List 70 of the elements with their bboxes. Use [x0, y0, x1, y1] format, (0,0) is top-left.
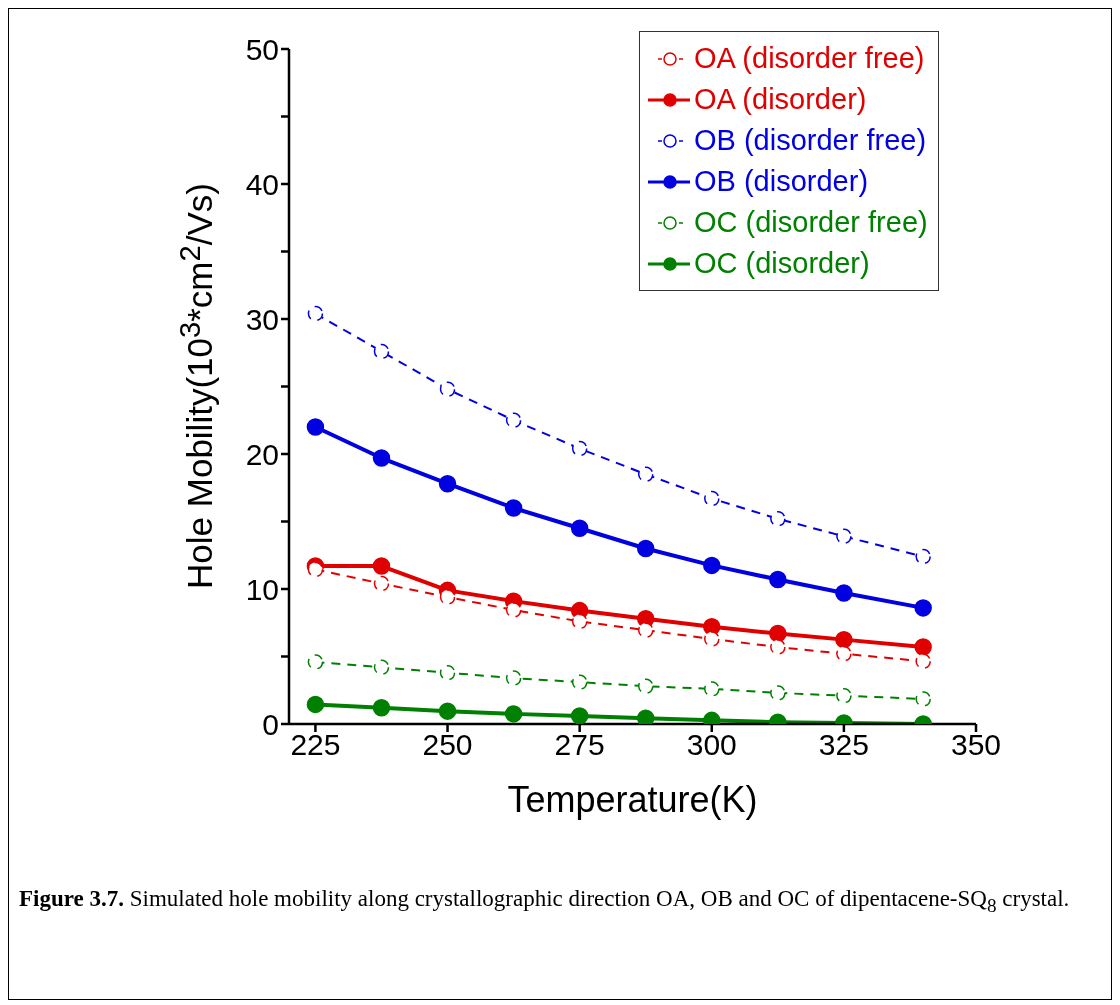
x-tick-label: 325 [818, 728, 869, 762]
legend-label: OA (disorder) [694, 82, 867, 117]
point [373, 575, 390, 592]
x-tick-label: 225 [290, 728, 341, 762]
point [704, 681, 720, 697]
point [915, 548, 931, 565]
point [835, 630, 853, 649]
y-tick-label: 40 [245, 167, 279, 201]
point [914, 599, 932, 617]
point [373, 659, 390, 676]
point [836, 646, 852, 662]
point [439, 381, 456, 397]
legend-label: OC (disorder free) [694, 205, 928, 240]
point [438, 702, 457, 720]
point [704, 631, 720, 647]
point [373, 343, 390, 360]
y-tick-label: 0 [262, 707, 279, 741]
point [769, 624, 787, 643]
point [636, 539, 655, 558]
point [769, 570, 787, 589]
legend-label: OB (disorder free) [694, 123, 927, 158]
point [636, 709, 655, 724]
y-tick-label: 10 [245, 572, 279, 606]
point [835, 584, 853, 602]
legend-label: OB (disorder) [694, 164, 869, 199]
point [306, 418, 325, 436]
point [770, 639, 786, 655]
point [770, 511, 786, 527]
point [505, 670, 522, 686]
point [637, 622, 654, 638]
y-tick-label: 20 [245, 437, 279, 471]
point [307, 654, 324, 670]
y-tick-label: 50 [245, 32, 279, 66]
point [637, 466, 654, 482]
point [770, 685, 786, 701]
point [915, 691, 931, 707]
x-tick-label: 275 [554, 728, 605, 762]
point [306, 695, 325, 714]
point [914, 638, 932, 656]
point [571, 613, 588, 630]
legend-label: OA (disorder free) [694, 41, 925, 76]
point [372, 557, 391, 575]
point [307, 305, 324, 322]
legend-label: OC (disorder) [694, 246, 870, 281]
point [570, 519, 589, 537]
point [439, 589, 456, 605]
point [637, 678, 654, 694]
point [504, 499, 523, 517]
point [703, 556, 721, 575]
y-tick-label: 30 [245, 302, 279, 336]
point [836, 687, 852, 704]
point [505, 412, 522, 428]
text: Simulated hole mobility along crystallographic direction OA, OB and OC of dipentacene-SQ$_{8}$ crystal. [129, 886, 1070, 916]
point [704, 490, 720, 507]
point [372, 449, 391, 467]
x-tick-label: 250 [422, 728, 473, 762]
point [571, 674, 588, 690]
x-tick-label: 350 [950, 728, 1002, 762]
caption: Figure 3.7. [19, 886, 125, 911]
point [307, 561, 324, 578]
point [439, 664, 456, 681]
point [504, 705, 523, 723]
point [571, 440, 588, 457]
point [836, 528, 852, 545]
point [372, 699, 391, 717]
x-tick-label: 300 [686, 728, 737, 762]
point [505, 602, 522, 618]
point [438, 474, 457, 493]
x-axis-title: Temperature(K) [507, 779, 758, 820]
point [570, 707, 589, 724]
